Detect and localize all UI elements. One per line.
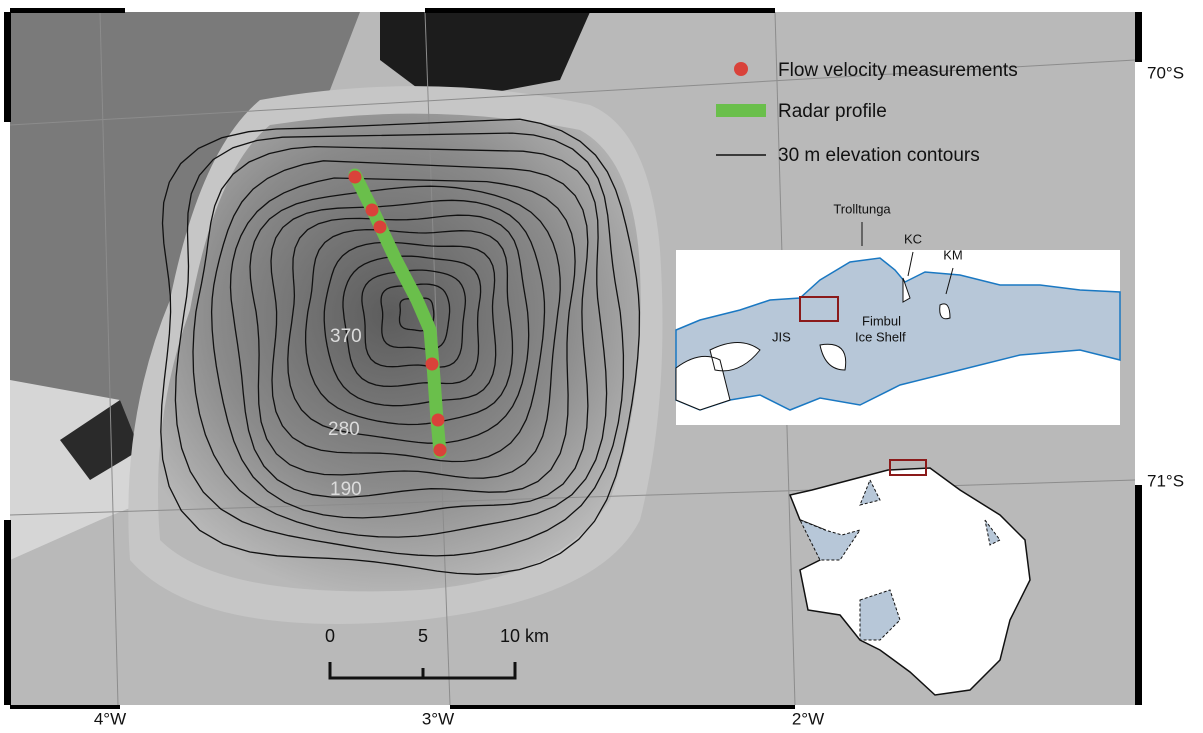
frame-bar <box>4 520 11 705</box>
place-label: JIS <box>772 329 791 344</box>
longitude-label: 2°W <box>792 709 824 728</box>
place-label: KC <box>904 231 922 246</box>
scale-label: 0 <box>325 626 335 646</box>
place-label: Trolltunga <box>833 201 891 216</box>
scale-label: 10 km <box>500 626 549 646</box>
velocity-point <box>366 204 379 217</box>
map: 370 280 190 Flow velocity measurements R… <box>0 0 1203 733</box>
place-label: Ice Shelf <box>855 329 906 344</box>
velocity-point <box>349 171 362 184</box>
legend-label: 30 m elevation contours <box>778 145 980 166</box>
frame-bar <box>10 705 120 709</box>
frame-bar <box>1135 485 1142 705</box>
velocity-point <box>374 221 387 234</box>
legend-label: Radar profile <box>778 101 887 122</box>
frame-bar <box>4 12 11 122</box>
contour-label: 280 <box>328 419 360 440</box>
frame-bar <box>425 8 775 13</box>
frame-bar <box>1135 12 1142 62</box>
place-label: Fimbul <box>862 313 901 328</box>
place-label: KM <box>943 247 963 262</box>
velocity-point <box>426 358 439 371</box>
legend-symbol <box>734 62 748 76</box>
legend-symbol <box>716 104 766 117</box>
frame-bar <box>450 705 795 709</box>
latitude-label: 70°S <box>1147 63 1184 82</box>
latitude-label: 71°S <box>1147 471 1184 490</box>
velocity-point <box>432 414 445 427</box>
frame-bar <box>10 8 125 13</box>
longitude-label: 4°W <box>94 709 126 728</box>
velocity-point <box>434 444 447 457</box>
contour-label: 190 <box>330 479 362 500</box>
legend-label: Flow velocity measurements <box>778 60 1018 81</box>
scale-label: 5 <box>418 626 428 646</box>
longitude-label: 3°W <box>422 709 454 728</box>
ice-rise <box>158 114 641 592</box>
contour-label: 370 <box>330 326 362 347</box>
